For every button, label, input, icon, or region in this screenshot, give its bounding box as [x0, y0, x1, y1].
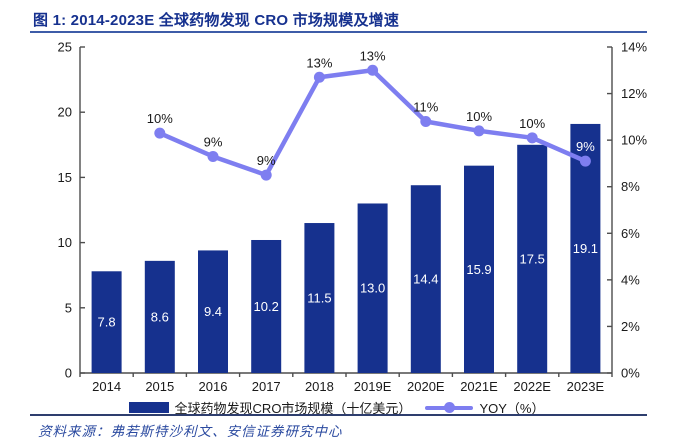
yoy-point-label: 10% [147, 111, 173, 126]
yoy-point-label: 9% [257, 153, 276, 168]
x-category-label: 2018 [305, 379, 334, 394]
bar-value-label: 10.2 [254, 299, 279, 314]
bar-value-label: 7.8 [98, 315, 116, 330]
y-left-tick-label: 5 [65, 300, 72, 315]
y-right-tick-label: 0% [621, 366, 640, 381]
bar-value-label: 13.0 [360, 281, 385, 296]
title-underline [30, 31, 647, 33]
y-right-tick-label: 6% [621, 226, 640, 241]
legend-item-yoy: YOY（%） [425, 398, 544, 417]
yoy-point-label: 9% [576, 139, 595, 154]
legend-item-market-size: 全球药物发现CRO市场规模（十亿美元） [128, 398, 412, 417]
yoy-point [313, 71, 325, 83]
yoy-point [526, 132, 538, 144]
source-label: 资料来源： [38, 424, 111, 439]
x-category-label: 2023E [567, 379, 605, 394]
bar [251, 239, 282, 373]
y-right-tick-label: 14% [621, 40, 647, 55]
bar-value-label: 11.5 [307, 291, 331, 306]
x-category-label: 2017 [252, 379, 281, 394]
y-right-tick-label: 10% [621, 133, 647, 148]
yoy-point-label: 13% [306, 55, 332, 70]
bar [198, 250, 228, 373]
yoy-point-label: 9% [204, 134, 223, 149]
y-left-tick-label: 20 [58, 105, 72, 120]
line-swatch-icon [425, 402, 474, 413]
bar-value-label: 15.9 [466, 262, 491, 277]
chart-legend: 全球药物发现CRO市场规模（十亿美元） YOY（%） [0, 398, 673, 417]
source-text: 弗若斯特沙利文、安信证券研究中心 [110, 424, 343, 439]
bar-value-label: 14.4 [413, 272, 438, 287]
yoy-point-label: 10% [519, 116, 545, 131]
footer-divider [30, 414, 647, 416]
bar-value-label: 17.5 [520, 251, 545, 266]
bar [517, 144, 548, 373]
bar-value-label: 9.4 [204, 304, 222, 319]
yoy-point [207, 150, 219, 162]
bar [357, 203, 388, 373]
yoy-point-label: 10% [466, 109, 492, 124]
bar [410, 185, 441, 373]
y-left-tick-label: 10 [58, 235, 72, 250]
legend-label-market-size: 全球药物发现CRO市场规模（十亿美元） [174, 401, 412, 416]
bar [144, 260, 175, 373]
y-left-tick-label: 15 [58, 170, 72, 185]
x-category-label: 2022E [513, 379, 551, 394]
yoy-point-label: 13% [360, 48, 386, 63]
x-category-label: 2016 [199, 379, 228, 394]
yoy-point-label: 11% [413, 100, 438, 115]
yoy-point [154, 127, 166, 139]
y-right-tick-label: 8% [621, 179, 640, 194]
yoy-point [367, 64, 379, 76]
yoy-point [473, 125, 485, 137]
y-right-tick-label: 4% [621, 272, 640, 287]
bar [464, 165, 494, 373]
bar-value-label: 19.1 [573, 241, 598, 256]
bar-swatch-icon [128, 402, 169, 413]
bar [91, 271, 122, 373]
y-left-tick-label: 25 [58, 40, 72, 55]
x-category-label: 2020E [407, 379, 445, 394]
yoy-point [260, 169, 272, 181]
bar [304, 223, 335, 373]
x-category-label: 2015 [145, 379, 174, 394]
source-note: 资料来源：弗若斯特沙利文、安信证券研究中心 [38, 420, 343, 440]
yoy-point [579, 155, 591, 167]
bar-value-label: 8.6 [151, 309, 169, 324]
figure-title: 图 1: 2014-2023E 全球药物发现 CRO 市场规模及增速 [33, 12, 400, 29]
x-category-label: 2019E [354, 379, 392, 394]
x-category-label: 2021E [460, 379, 498, 394]
x-category-label: 2014 [92, 379, 121, 394]
y-left-tick-label: 0 [65, 366, 72, 381]
yoy-point [420, 116, 432, 128]
y-right-tick-label: 12% [621, 86, 647, 101]
legend-label-yoy: YOY（%） [479, 401, 545, 416]
y-right-tick-label: 2% [621, 319, 640, 334]
